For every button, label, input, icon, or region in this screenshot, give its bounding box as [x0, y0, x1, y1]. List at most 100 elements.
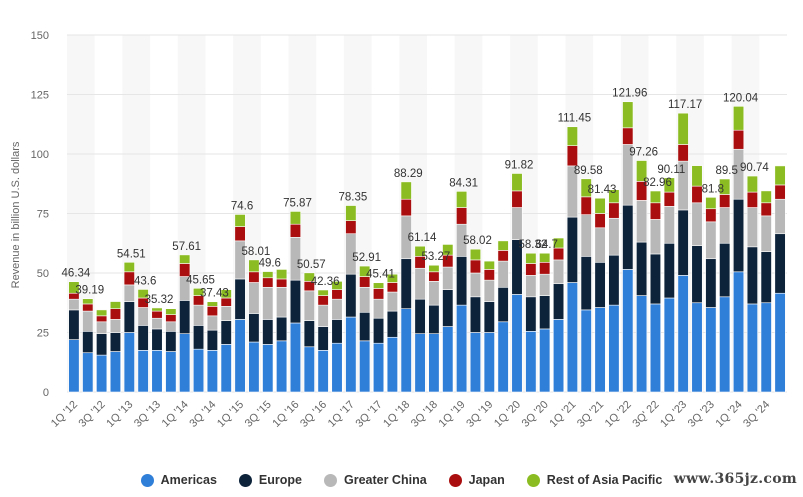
bar-segment-americas	[262, 344, 274, 393]
bar-segment-rest-of-asia-pacific	[719, 178, 731, 195]
total-label: 74.6	[231, 200, 253, 212]
bar-segment-europe	[539, 295, 551, 330]
bar-segment-greater-china	[594, 227, 606, 263]
bar-segment-japan	[276, 278, 288, 288]
bar-segment-europe	[234, 278, 246, 320]
bar-segment-rest-of-asia-pacific	[179, 254, 191, 264]
bar-segment-japan	[206, 306, 218, 317]
bar-segment-japan	[151, 310, 163, 319]
bar-segment-europe	[497, 286, 509, 323]
bar-segment-greater-china	[691, 202, 703, 246]
bar-segment-rest-of-asia-pacific	[386, 273, 398, 283]
y-tick-label: 100	[31, 149, 49, 161]
bar-segment-europe	[691, 245, 703, 304]
bar-segment-greater-china	[82, 310, 94, 332]
bar-segment-americas	[220, 344, 232, 393]
bar-segment-americas	[109, 351, 122, 393]
total-label: 43.6	[134, 275, 156, 287]
bar-segment-japan	[165, 314, 177, 323]
bar-segment-europe	[483, 301, 495, 333]
bar-segment-rest-of-asia-pacific	[774, 165, 786, 186]
y-tick-label: 75	[37, 209, 49, 221]
legend-item-japan[interactable]: Japan	[448, 473, 505, 487]
bar-segment-rest-of-asia-pacific	[123, 261, 135, 273]
x-tick-label: 3Q '21	[575, 399, 606, 430]
bar-segment-americas	[248, 341, 260, 393]
x-tick-label: 1Q '24	[713, 399, 744, 430]
bar-segment-greater-china	[497, 260, 509, 288]
bar-segment-greater-china	[511, 207, 523, 240]
bar-segment-greater-china	[359, 286, 371, 313]
total-labels: 46.34 39.19 54.51 43.6 35.32 57.61 45.65 37.43 7…	[62, 88, 770, 306]
bar-segment-greater-china	[151, 317, 163, 330]
total-label: 81.8	[702, 183, 724, 195]
x-tick-label: 1Q '18	[381, 399, 412, 430]
bar-segment-europe	[96, 333, 108, 356]
bar-segment-rest-of-asia-pacific	[442, 244, 454, 256]
legend-item-greater-china[interactable]: Greater China	[323, 473, 427, 487]
bar-segment-europe	[649, 253, 662, 305]
legend-item-europe[interactable]: Europe	[238, 473, 302, 487]
legend-marker	[140, 473, 154, 487]
bar-segment-rest-of-asia-pacific	[192, 287, 205, 296]
bar-segment-greater-china	[649, 219, 662, 255]
bar-segment-americas	[151, 350, 163, 393]
bar-segment-greater-china	[774, 198, 786, 235]
bar-segment-japan	[469, 259, 482, 274]
bar-segment-greater-china	[442, 266, 454, 290]
bar-segment-japan	[594, 213, 606, 229]
bar-segment-greater-china	[248, 282, 260, 314]
legend-marker	[526, 473, 540, 487]
bar-segment-greater-china	[414, 267, 426, 300]
legend-marker	[323, 473, 337, 487]
bar-segment-americas	[303, 346, 315, 393]
bar-segment-europe	[317, 326, 329, 351]
x-tick-label: 1Q '19	[437, 399, 468, 430]
bar-segment-rest-of-asia-pacific	[248, 259, 260, 273]
bar-segment-americas	[608, 304, 620, 393]
bar-segment-greater-china	[705, 221, 717, 260]
x-tick-label: 1Q '17	[326, 399, 357, 430]
bar-segment-americas	[760, 302, 772, 393]
x-tick-label: 1Q '23	[658, 399, 689, 430]
bar-segment-europe	[206, 329, 218, 351]
bar-segment-japan	[525, 263, 537, 276]
y-tick-label: 150	[31, 30, 49, 42]
bar-segment-japan	[649, 202, 662, 220]
bar-segment-greater-china	[109, 319, 122, 333]
bar-segment-europe	[677, 209, 689, 276]
bar-segment-rest-of-asia-pacific	[68, 281, 80, 294]
bar-segment-europe	[774, 233, 786, 294]
total-label: 75.87	[283, 197, 312, 209]
legend-item-americas[interactable]: Americas	[140, 473, 217, 487]
bar-segment-americas	[677, 275, 689, 393]
bar-segment-europe	[469, 296, 482, 333]
bar-segment-japan	[289, 223, 302, 238]
bar-segment-rest-of-asia-pacific	[109, 301, 122, 309]
bar-segment-rest-of-asia-pacific	[276, 269, 288, 280]
bar-segment-japan	[705, 208, 717, 223]
bar-segment-japan	[234, 226, 246, 242]
bar-segment-americas	[622, 269, 634, 393]
bar-segment-japan	[82, 303, 94, 312]
legend: Americas Europe Greater China Japan Rest of …	[0, 470, 803, 490]
bar-segment-rest-of-asia-pacific	[82, 298, 94, 305]
x-tick-label: 3Q '24	[741, 399, 772, 430]
bar-segment-americas	[746, 303, 758, 393]
total-label: 61.14	[408, 232, 437, 244]
bar-segment-rest-of-asia-pacific	[234, 214, 246, 227]
bar-segment-rest-of-asia-pacific	[608, 189, 620, 204]
bar-segment-europe	[746, 246, 758, 305]
total-label: 84.31	[449, 177, 478, 189]
bar-segment-americas	[137, 350, 149, 393]
bar-segment-greater-china	[539, 273, 551, 296]
bar-segment-europe	[165, 331, 177, 352]
bar-segment-americas	[386, 336, 398, 393]
x-tick-label: 3Q '19	[464, 399, 495, 430]
bar-segment-japan	[539, 261, 551, 275]
bar-segment-americas	[82, 352, 94, 393]
bar-segment-europe	[276, 316, 288, 342]
legend-item-rest-of-asia-pacific[interactable]: Rest of Asia Pacific	[526, 473, 662, 487]
bar-segment-americas	[539, 328, 551, 393]
total-label: 121.96	[612, 88, 647, 100]
